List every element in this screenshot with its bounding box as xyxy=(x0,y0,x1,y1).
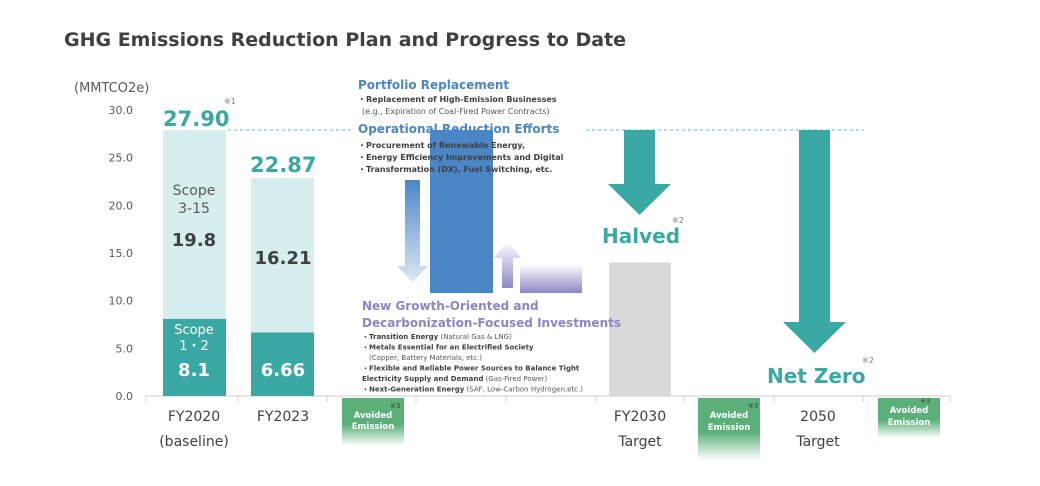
avoided-badge-2-note: ※3 xyxy=(748,402,758,410)
growth-items: ・Transition Energy (Natural Gas & LNG) ・M… xyxy=(362,333,583,394)
avoided-badge-3-line2: Emission xyxy=(888,418,931,428)
category-2050-sub: Target xyxy=(795,434,840,450)
bar-scope3 xyxy=(251,177,314,333)
avoided-emission-badge-3: Avoided Emission ※3 xyxy=(878,397,940,438)
bars-group xyxy=(163,130,671,396)
scope3-label-line1: Scope xyxy=(173,183,216,199)
operational-line-3: ・Transformation (DX), Fuel Switching, et… xyxy=(358,165,552,174)
unit-label: (MMTCO2e) xyxy=(74,81,149,96)
scope12-label-line2: 1・2 xyxy=(179,339,209,354)
growth-item-bold: ・Metals Essential for an Electrified Soc… xyxy=(362,344,534,352)
growth-item-bold: Electricity Supply and Demand xyxy=(362,375,483,383)
fy2020-scope3-value: 19.8 xyxy=(172,230,216,251)
net-zero-note: ※2 xyxy=(862,356,874,365)
portfolio-line-1: ・Replacement of High-Emission Businesses xyxy=(358,95,557,104)
category-fy2020-sub: (baseline) xyxy=(159,434,229,450)
y-tick-label: 0.0 xyxy=(116,390,134,403)
avoided-badge-1-line2: Emission xyxy=(352,422,395,432)
growth-item-bold: ・Next-Generation Energy xyxy=(362,386,465,394)
growth-item-bold: ・Transition Energy xyxy=(362,333,439,341)
increase-arrow xyxy=(494,241,521,288)
portfolio-line-2: (e.g., Expiration of Coal-Fired Power Co… xyxy=(362,107,550,116)
category-fy2020: FY2020 xyxy=(168,409,220,425)
operational-title: Operational Reduction Efforts xyxy=(358,122,559,136)
growth-item-line: (Copper, Battery Materials, etc.) xyxy=(369,354,482,362)
fy2020-total-note: ※1 xyxy=(224,97,236,106)
growth-item-line: ・Transition Energy (Natural Gas & LNG) xyxy=(362,333,512,341)
avoided-badge-2-line2: Emission xyxy=(708,423,751,433)
growth-item-line: ・Metals Essential for an Electrified Soc… xyxy=(362,344,534,352)
fy2023-scope3-value: 16.21 xyxy=(255,248,312,269)
growth-title-1: New Growth-Oriented and xyxy=(362,299,539,313)
growth-item-line: ・Next-Generation Energy (SAF, Low-Carbon… xyxy=(362,386,583,394)
avoided-badge-1-note: ※3 xyxy=(390,402,400,410)
growth-item-line: Electricity Supply and Demand (Gas-Fired… xyxy=(362,375,548,383)
growth-item-detail: (Gas-Fired Power) xyxy=(483,375,547,383)
portfolio-title: Portfolio Replacement xyxy=(358,78,509,92)
growth-investment-bar xyxy=(520,264,582,294)
avoided-emission-badge-1: Avoided Emission ※3 xyxy=(342,398,404,446)
category-fy2030: FY2030 xyxy=(614,409,666,425)
decrease-arrow xyxy=(397,180,428,282)
operational-reduction-bar xyxy=(430,130,493,294)
net-zero-label: Net Zero xyxy=(767,364,866,388)
net-zero-arrow xyxy=(783,130,846,353)
growth-item-detail: (Natural Gas & LNG) xyxy=(438,333,512,341)
bar-fy2030-target xyxy=(609,262,671,396)
y-tick-label: 20.0 xyxy=(109,199,134,212)
avoided-badge-3-line1: Avoided xyxy=(890,406,929,416)
y-tick-label: 10.0 xyxy=(109,295,134,308)
growth-item-detail: (Copper, Battery Materials, etc.) xyxy=(369,354,482,362)
halved-arrow xyxy=(608,130,671,215)
y-tick-label: 15.0 xyxy=(109,247,134,260)
category-2050: 2050 xyxy=(800,409,836,425)
y-tick-label: 25.0 xyxy=(109,152,134,165)
halved-note: ※2 xyxy=(672,216,684,225)
operational-line-2: ・Energy Efficiency Improvements and Digi… xyxy=(358,153,564,162)
category-fy2023: FY2023 xyxy=(257,409,309,425)
avoided-badge-3-note: ※3 xyxy=(920,397,930,405)
fy2023-scope12-value: 6.66 xyxy=(261,360,305,381)
avoided-emission-badge-2: Avoided Emission ※3 xyxy=(698,398,760,460)
scope12-label-line1: Scope xyxy=(174,323,214,338)
bar-scope12 xyxy=(251,332,314,396)
scope3-label-line2: 3-15 xyxy=(178,201,210,217)
fy2020-total: 27.90 xyxy=(163,107,229,131)
bar-scope3 xyxy=(163,130,226,319)
y-tick-label: 5.0 xyxy=(116,342,134,355)
fy2023-total: 22.87 xyxy=(250,153,316,177)
chart-title: GHG Emissions Reduction Plan and Progres… xyxy=(64,29,626,51)
avoided-badge-2-line1: Avoided xyxy=(710,411,749,421)
avoided-badge-1-line1: Avoided xyxy=(354,411,393,421)
growth-item-bold: ・Flexible and Reliable Power Sources to … xyxy=(362,365,580,373)
y-tick-label: 30.0 xyxy=(109,104,134,117)
growth-title-2: Decarbonization-Focused Investments xyxy=(362,316,621,330)
fy2020-scope12-value: 8.1 xyxy=(178,360,210,381)
growth-item-detail: (SAF, Low-Carbon Hydrogen,etc.) xyxy=(464,386,583,394)
bar-scope12 xyxy=(163,318,226,396)
category-fy2030-sub: Target xyxy=(617,434,662,450)
growth-item-line: ・Flexible and Reliable Power Sources to … xyxy=(362,365,580,373)
y-axis: 0.0 5.0 10.0 15.0 20.0 25.0 30.0 xyxy=(109,104,134,403)
x-axis-ticks xyxy=(145,396,951,402)
halved-label: Halved xyxy=(602,224,680,248)
operational-line-1: ・Procurement of Renewable Energy, xyxy=(358,141,525,150)
